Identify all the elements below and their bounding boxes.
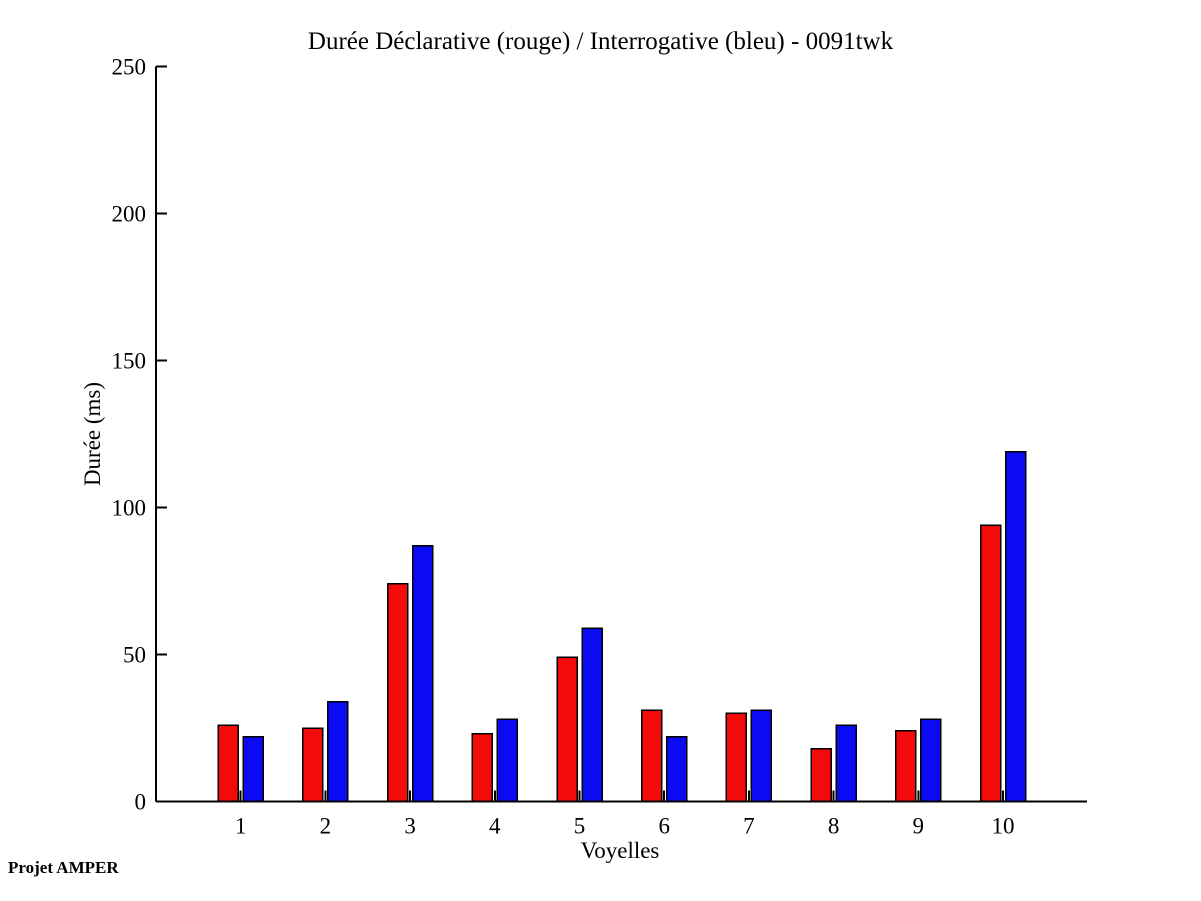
x-tick-label: 3 — [404, 814, 416, 839]
x-tick-label: 8 — [828, 814, 840, 839]
y-tick-label: 150 — [112, 349, 147, 374]
x-tick-label: 6 — [658, 814, 670, 839]
bar-déclarative-1 — [217, 724, 239, 803]
bar-déclarative-3 — [386, 583, 409, 803]
bar-déclarative-5 — [556, 656, 578, 803]
chart-title: Durée Déclarative (rouge) / Interrogativ… — [307, 28, 894, 55]
x-tick-label: 4 — [489, 814, 501, 839]
bar-interrogative-6 — [665, 736, 688, 803]
bar-interrogative-4 — [496, 718, 519, 803]
bar-déclarative-4 — [471, 733, 494, 803]
y-tick-label: 100 — [112, 496, 147, 521]
x-tick-label: 9 — [913, 814, 925, 839]
tick-labels-layer: 0 50 100 150 200 250 1 2 3 4 5 6 7 8 9 10 — [112, 55, 1015, 839]
axes-layer — [155, 66, 1087, 803]
x-axis-label: Voyelles — [580, 838, 660, 863]
ticks-layer — [156, 65, 1004, 803]
bar-interrogative-5 — [581, 627, 603, 803]
bar-déclarative-7 — [725, 712, 748, 803]
bar-interrogative-9 — [920, 718, 942, 803]
bar-déclarative-2 — [302, 727, 324, 803]
bar-déclarative-6 — [640, 709, 663, 803]
bar-interrogative-3 — [411, 545, 434, 803]
bar-interrogative-7 — [750, 709, 773, 803]
bar-déclarative-10 — [979, 524, 1002, 803]
bar-interrogative-2 — [327, 700, 349, 803]
bar-déclarative-8 — [810, 747, 832, 803]
x-tick-label: 10 — [992, 814, 1015, 839]
bar-interrogative-10 — [1004, 450, 1027, 803]
y-tick-label: 250 — [112, 55, 147, 80]
bar-interrogative-1 — [242, 736, 264, 803]
x-tick-label: 2 — [320, 814, 332, 839]
y-tick-label: 50 — [123, 643, 146, 668]
bars-layer — [217, 450, 1027, 803]
x-tick-label: 5 — [574, 814, 586, 839]
project-credit: Projet AMPER — [8, 858, 119, 877]
x-tick-label: 1 — [235, 814, 247, 839]
y-axis-label: Durée (ms) — [80, 381, 105, 487]
y-tick-label: 0 — [135, 790, 147, 815]
x-tick-label: 7 — [743, 814, 755, 839]
y-tick-label: 200 — [112, 202, 147, 227]
bar-déclarative-9 — [895, 730, 917, 803]
bar-interrogative-8 — [835, 724, 857, 803]
